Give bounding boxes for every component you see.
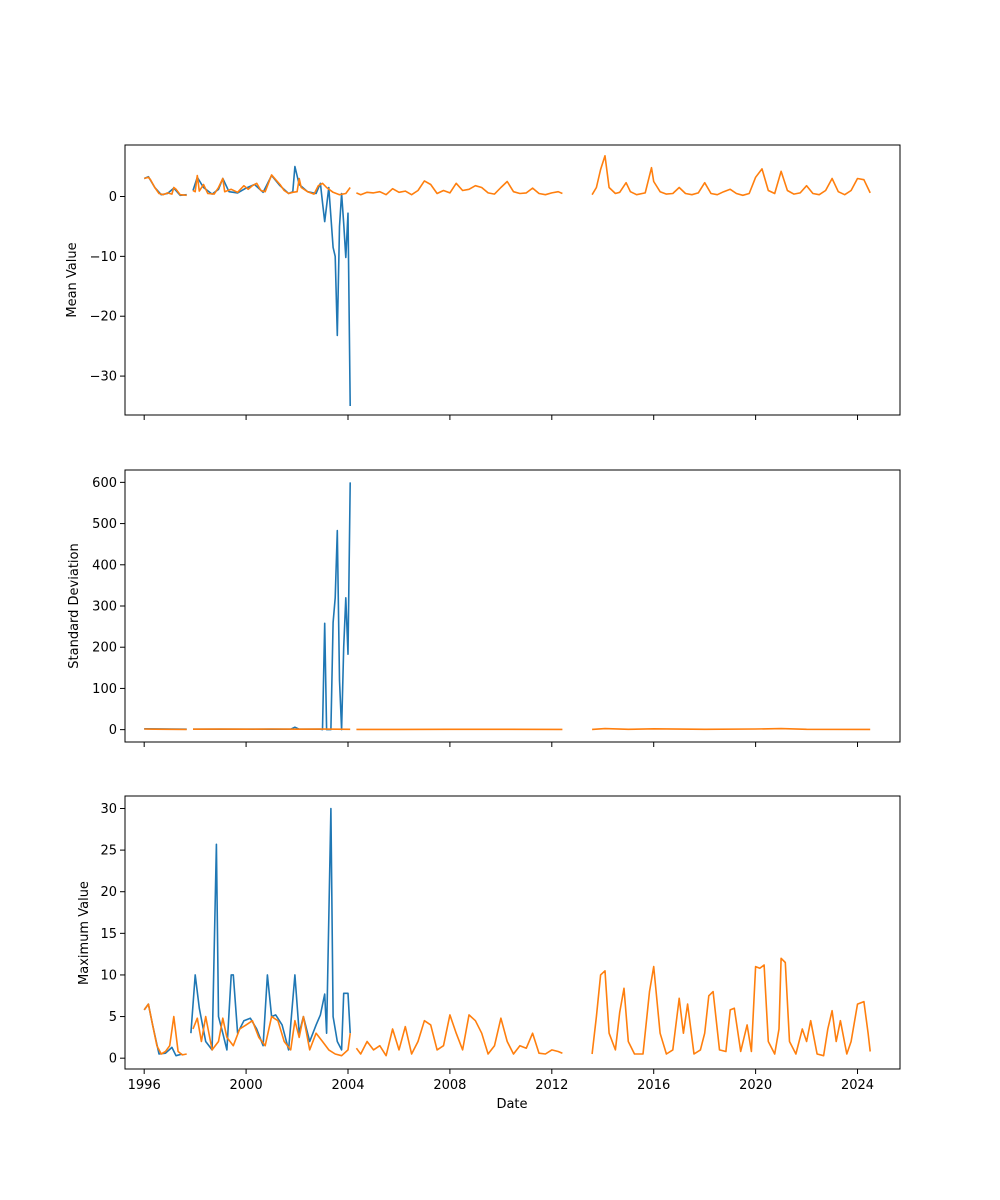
x-tick-label: 2020 [739, 1078, 772, 1093]
mean-value-axes-frame [124, 144, 901, 416]
panel-standard-deviation: 0 100 200 300 400 500 600 Standard Deviation [67, 469, 901, 747]
x-tick-label: 2016 [637, 1078, 670, 1093]
mean-value-x-ticks [143, 415, 859, 420]
maximum-value-y-ticks: 0 5 10 15 20 25 30 [100, 802, 125, 1067]
y-tick-label: 25 [100, 844, 117, 859]
y-tick-label: 5 [109, 1010, 117, 1025]
panel-maximum-value: 1996 2000 2004 2008 2012 2016 2020 2024 0 5 10 15 2… [77, 795, 901, 1112]
y-tick-label: 500 [92, 517, 117, 532]
y-tick-label: 30 [100, 802, 117, 817]
mean-value-lines [143, 155, 871, 407]
y-tick-label: 100 [92, 682, 117, 697]
y-tick-label: 0 [109, 1052, 117, 1067]
y-tick-label: 20 [100, 885, 117, 900]
x-tick-label: 2000 [230, 1078, 263, 1093]
maximum-value-series-2-line-segment-3 [355, 1014, 563, 1057]
panel-mean-value: 0 −10 −20 −30 Mean Value [65, 144, 901, 420]
mean-value-series-2-line-segment-4 [591, 155, 871, 197]
y-tick-label: 300 [92, 600, 117, 615]
maximum-value-lines [143, 807, 871, 1057]
standard-deviation-y-ticks: 0 100 200 300 400 500 600 [92, 476, 125, 738]
standard-deviation-x-ticks [143, 742, 859, 747]
y-tick-label: 600 [92, 476, 117, 491]
x-tick-label: 2004 [331, 1078, 364, 1093]
y-tick-label: 200 [92, 641, 117, 656]
y-tick-label: 15 [100, 927, 117, 942]
mean-value-series-2-line-segment-3 [356, 180, 563, 196]
maximum-value-axes-frame [124, 795, 901, 1070]
maximum-value-series-2-line-segment-2 [192, 1015, 351, 1057]
maximum-value-series-2-line-segment-1 [143, 1003, 187, 1056]
x-axis-label-date: Date [496, 1097, 527, 1112]
x-tick-label: 1996 [128, 1078, 161, 1093]
x-tick-label: 2008 [433, 1078, 466, 1093]
mean-value-series-2-line-segment-1 [143, 176, 187, 197]
maximum-value-series-1-line-segment-2 [190, 807, 351, 1051]
y-tick-label: −10 [90, 250, 117, 265]
mean-value-y-axis-label: Mean Value [65, 242, 80, 317]
y-tick-label: 0 [109, 190, 117, 205]
x-tick-label: 2024 [841, 1078, 874, 1093]
y-tick-label: 10 [100, 968, 117, 983]
y-tick-label: 0 [109, 723, 117, 738]
y-tick-label: 400 [92, 558, 117, 573]
mean-value-series-2-line-segment-2 [192, 174, 351, 196]
maximum-value-series-2-line-segment-4 [591, 957, 871, 1057]
y-tick-label: −30 [90, 370, 117, 385]
maximum-value-x-ticks: 1996 2000 2004 2008 2012 2016 2020 2024 [128, 1069, 874, 1093]
standard-deviation-lines [144, 482, 871, 731]
standard-deviation-y-axis-label: Standard Deviation [67, 543, 82, 668]
y-tick-label: −20 [90, 310, 117, 325]
mean-value-y-ticks: 0 −10 −20 −30 [90, 190, 125, 385]
maximum-value-y-axis-label: Maximum Value [77, 881, 92, 985]
standard-deviation-series-2-line-segment-4 [592, 727, 871, 731]
x-tick-label: 2012 [535, 1078, 568, 1093]
